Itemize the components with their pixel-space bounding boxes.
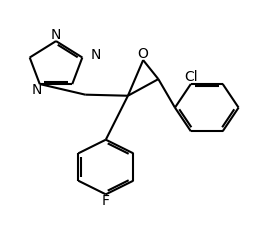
Text: O: O <box>138 47 148 61</box>
Text: N: N <box>91 48 101 62</box>
Text: N: N <box>51 28 61 42</box>
Text: F: F <box>102 195 110 208</box>
Text: N: N <box>32 83 42 97</box>
Text: Cl: Cl <box>184 70 198 84</box>
